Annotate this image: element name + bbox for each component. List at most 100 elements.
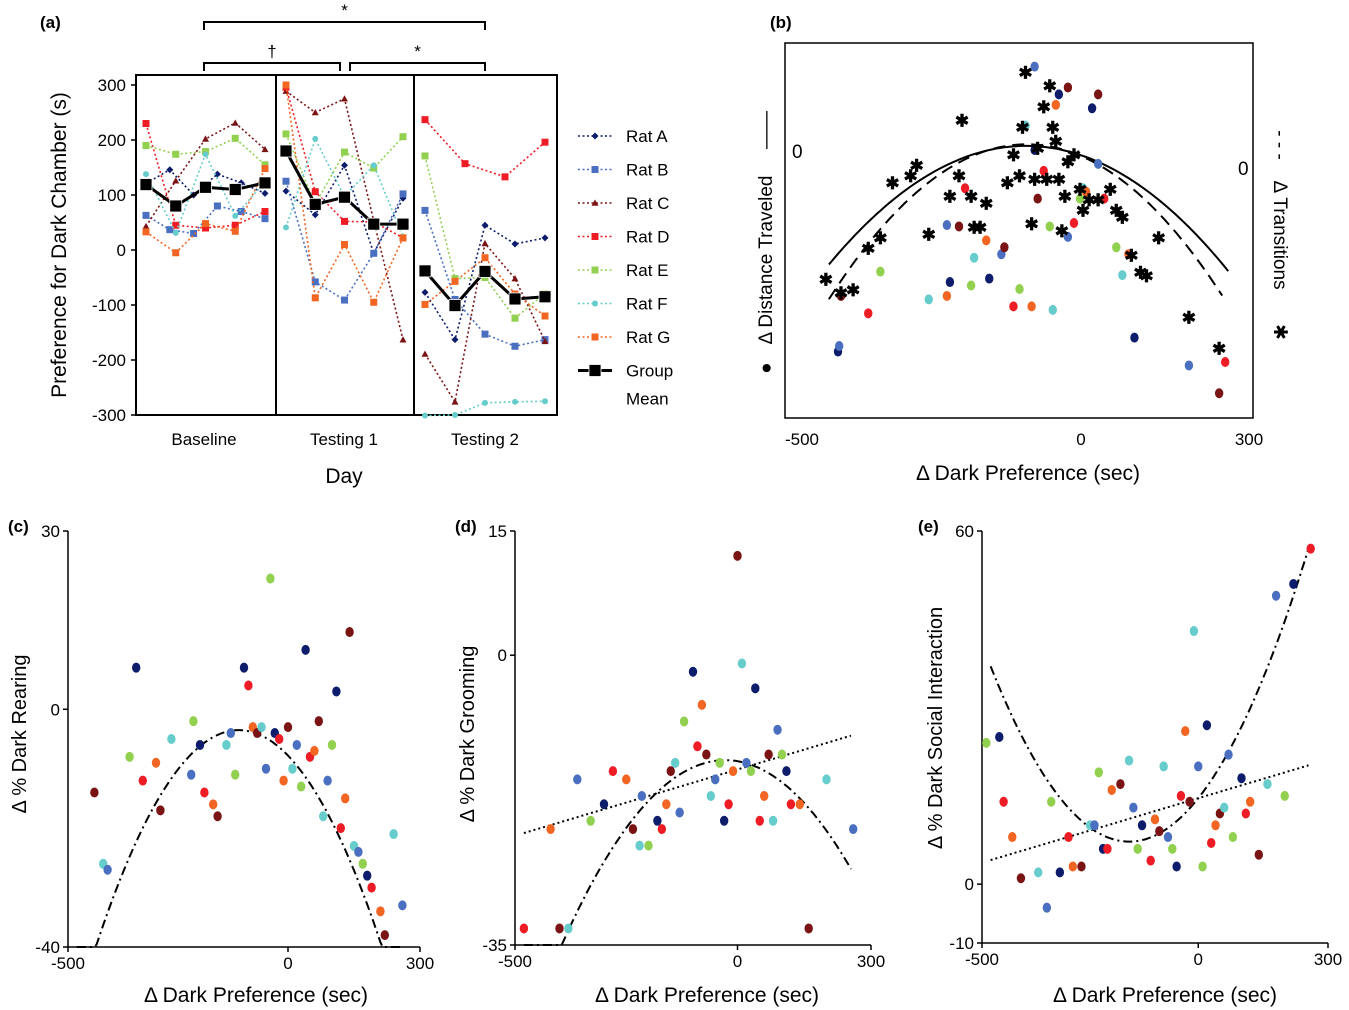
data-point (1047, 796, 1056, 807)
data-point (187, 769, 196, 780)
data-point (481, 239, 489, 247)
data-point (1116, 779, 1125, 790)
data-point (399, 336, 407, 343)
series-line (424, 223, 546, 342)
transitions-point: ✱ (922, 226, 936, 245)
data-point (764, 749, 773, 760)
legend-label: Rat B (626, 161, 669, 180)
data-point (311, 278, 319, 286)
data-point (422, 412, 428, 419)
data-point (679, 716, 689, 727)
data-point (1172, 861, 1181, 872)
data-point (167, 734, 176, 744)
distance-point (1093, 89, 1103, 100)
data-point (586, 815, 595, 826)
data-point (644, 840, 653, 851)
data-point (283, 722, 293, 733)
y-tick-label: 100 (98, 186, 126, 205)
series-line (145, 205, 266, 235)
data-point (213, 170, 221, 178)
data-point (142, 120, 150, 127)
data-point (363, 870, 372, 881)
distance-point (1124, 249, 1133, 260)
distance-point (1030, 61, 1039, 72)
data-point (421, 288, 429, 296)
data-point (279, 144, 293, 158)
data-point (418, 264, 432, 278)
data-point (283, 224, 289, 231)
data-point (1068, 861, 1078, 872)
panel-a-label: (a) (40, 13, 61, 32)
data-point (282, 177, 290, 185)
transitions-point: ✱ (979, 195, 993, 214)
panel-d-label: (d) (455, 517, 477, 536)
legend: Rat A Rat B Rat C Rat D Rat E Rat F Rat G Group… (578, 127, 673, 409)
significance-bracket (203, 21, 486, 30)
data-point (693, 741, 702, 752)
data-point (232, 212, 239, 219)
data-point (1008, 832, 1017, 843)
data-point (142, 228, 150, 236)
data-point (239, 662, 249, 673)
y-tick-label: 200 (98, 131, 126, 150)
series-line (285, 181, 404, 302)
linear-fit-line (523, 734, 852, 835)
transitions-point: ✱ (964, 188, 978, 207)
transitions-point: ✱ (1152, 229, 1166, 248)
transitions-point: ✱ (1067, 146, 1081, 165)
data-point (244, 680, 253, 691)
data-point (451, 398, 459, 405)
distance-point (985, 273, 994, 284)
data-point (222, 739, 231, 750)
data-point (541, 312, 549, 320)
data-point (398, 900, 407, 911)
data-point (591, 333, 599, 341)
data-point (592, 300, 598, 307)
y-tick-label: -200 (92, 351, 126, 370)
data-point (125, 751, 134, 762)
data-point (399, 190, 407, 198)
data-point (591, 166, 599, 173)
data-point (452, 412, 458, 418)
data-point (1194, 761, 1203, 772)
data-point (591, 266, 599, 274)
x-tick-label: -500 (51, 954, 85, 973)
data-point (258, 176, 272, 190)
data-point (1224, 749, 1233, 760)
y-axis-title: Preference for Dark Chamber (s) (48, 92, 71, 398)
transitions-point: ✱ (1061, 153, 1075, 172)
transitions-point: ✱ (1124, 246, 1138, 265)
distance-point (1221, 356, 1230, 367)
data-point (231, 119, 239, 126)
data-point (1254, 849, 1264, 860)
transitions-point: ✱ (1133, 264, 1147, 283)
data-point (706, 790, 715, 801)
data-point (1271, 590, 1281, 601)
x-axis-title: Day (325, 465, 363, 488)
data-point (555, 923, 564, 934)
data-point (782, 766, 791, 777)
data-point (481, 221, 489, 229)
distance-point (1015, 284, 1024, 294)
distance-point (942, 290, 952, 301)
y-tick-label: 0 (965, 875, 974, 894)
legend-label: Rat E (626, 261, 669, 280)
data-point (172, 229, 179, 236)
data-point (399, 133, 407, 141)
data-point (169, 199, 183, 213)
data-point (777, 749, 787, 760)
data-point (367, 882, 376, 893)
data-point (190, 230, 198, 237)
data-point (172, 249, 180, 257)
data-point (637, 790, 647, 801)
significance-brackets: * † * (203, 1, 486, 71)
data-point (341, 217, 348, 225)
data-point (1055, 867, 1065, 878)
x-axis-ticks: -500 0 300 (785, 430, 1263, 449)
transitions-point: ✱ (1049, 132, 1063, 151)
x-tick-label: 0 (283, 954, 292, 973)
data-point (511, 342, 519, 350)
data-point (231, 227, 239, 235)
data-point (288, 763, 297, 774)
distance-point (1021, 120, 1030, 131)
